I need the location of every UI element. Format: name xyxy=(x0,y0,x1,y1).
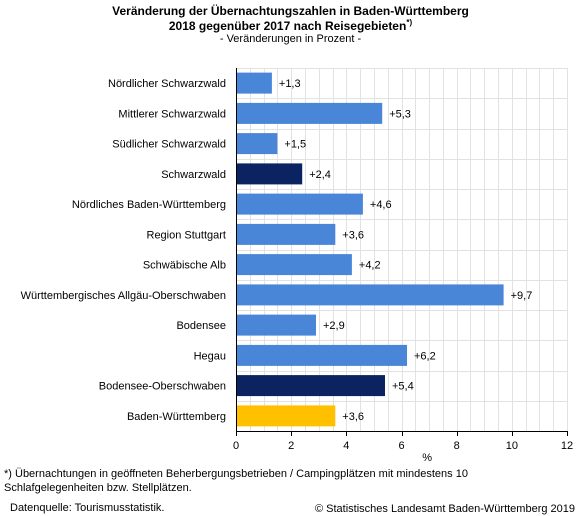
x-tick-label: 2 xyxy=(288,440,294,452)
category-label: Region Stuttgart xyxy=(147,229,227,241)
bar xyxy=(236,193,363,215)
category-label: Bodensee xyxy=(176,320,226,332)
x-axis-ticks: 0 2 4 6 8 10 12 xyxy=(233,431,573,452)
x-tick-label: 4 xyxy=(343,440,349,452)
x-axis-unit-label: % xyxy=(422,452,432,464)
x-tick-label: 0 xyxy=(233,440,239,452)
bar xyxy=(236,163,303,185)
value-label: +5,4 xyxy=(392,381,414,393)
category-label: Nördliches Baden-Württemberg xyxy=(72,199,226,211)
category-label: Schwarzwald xyxy=(161,169,226,181)
category-label: Baden-Württemberg xyxy=(127,411,226,423)
bar xyxy=(236,405,336,427)
bar xyxy=(236,72,272,94)
bar xyxy=(236,102,383,124)
bar xyxy=(236,344,407,366)
category-label: Mittlerer Schwarzwald xyxy=(118,108,226,120)
category-label: Hegau xyxy=(194,350,226,362)
chart-title-line-1: Veränderung der Übernachtungszahlen in B… xyxy=(112,4,469,18)
category-label: Nördlicher Schwarzwald xyxy=(108,78,226,90)
category-label: Bodensee-Oberschwaben xyxy=(99,381,226,393)
value-label: +2,4 xyxy=(309,169,331,181)
value-label: +6,2 xyxy=(414,350,436,362)
value-label: +4,2 xyxy=(359,260,381,272)
x-tick-label: 12 xyxy=(561,440,573,452)
footnote: *) Übernachtungen in geöffneten Beherber… xyxy=(4,468,468,494)
x-tick-label: 8 xyxy=(454,440,460,452)
value-label: +3,6 xyxy=(342,229,364,241)
value-label: +3,6 xyxy=(342,411,364,423)
value-label: +1,3 xyxy=(279,78,301,90)
bar xyxy=(236,223,336,245)
data-source: Datenquelle: Tourismusstatistik. xyxy=(10,502,165,514)
bar xyxy=(236,375,385,397)
gridlines xyxy=(236,68,568,432)
bars xyxy=(236,72,504,427)
bar xyxy=(236,254,352,276)
value-label: +2,9 xyxy=(323,320,345,332)
value-label: +9,7 xyxy=(511,290,533,302)
bar xyxy=(236,284,504,306)
category-label: Württembergisches Allgäu-Oberschwaben xyxy=(21,290,226,302)
value-labels: +1,3 +5,3 +1,5 +2,4 +4,6 +3,6 +4,2 +9,7 +2,9 +6,2… xyxy=(279,78,532,423)
value-label: +5,3 xyxy=(389,108,411,120)
bar xyxy=(236,314,316,336)
title-footnote-marker: *) xyxy=(406,18,413,27)
chart-subtitle: - Veränderungen in Prozent - xyxy=(219,33,362,45)
category-labels: Nördlicher Schwarzwald Mittlerer Schwarzw… xyxy=(21,78,226,423)
bar xyxy=(236,133,278,155)
copyright: © Statistisches Landesamt Baden-Württemb… xyxy=(314,503,575,515)
category-label: Südlicher Schwarzwald xyxy=(112,139,226,151)
chart-title-line-2: 2018 gegenüber 2017 nach Reisegebieten*) xyxy=(0,18,581,33)
value-label: +1,5 xyxy=(284,139,306,151)
category-label: Schwäbische Alb xyxy=(143,260,226,272)
chart-title-line-2-text: 2018 gegenüber 2017 nach Reisegebieten xyxy=(168,19,407,33)
x-tick-label: 6 xyxy=(398,440,404,452)
x-tick-label: 10 xyxy=(506,440,518,452)
value-label: +4,6 xyxy=(370,199,392,211)
